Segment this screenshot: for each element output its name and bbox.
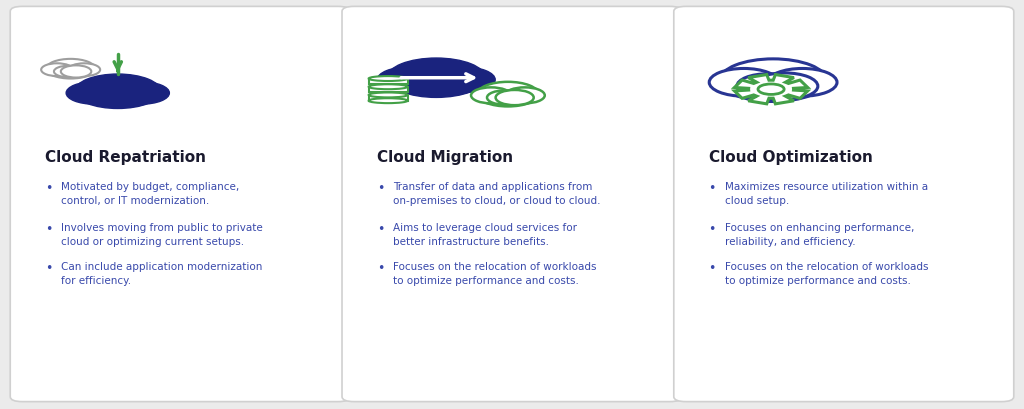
Circle shape	[417, 72, 477, 96]
Ellipse shape	[369, 77, 408, 82]
Circle shape	[41, 64, 73, 77]
Circle shape	[387, 59, 485, 98]
FancyBboxPatch shape	[342, 7, 682, 402]
Text: Can include application modernization
for efficiency.: Can include application modernization fo…	[61, 262, 263, 285]
Circle shape	[768, 69, 837, 97]
Text: •: •	[377, 182, 384, 195]
Circle shape	[758, 85, 784, 95]
Text: •: •	[45, 223, 52, 236]
Circle shape	[487, 91, 522, 106]
Circle shape	[496, 91, 534, 106]
Ellipse shape	[369, 93, 408, 98]
Text: Focuses on the relocation of workloads
to optimize performance and costs.: Focuses on the relocation of workloads t…	[725, 262, 929, 285]
Text: •: •	[709, 182, 716, 195]
Circle shape	[737, 74, 799, 99]
Circle shape	[75, 75, 161, 109]
Circle shape	[100, 86, 154, 108]
Text: •: •	[377, 223, 384, 236]
Circle shape	[54, 67, 83, 78]
Bar	[369, 88, 408, 93]
Circle shape	[752, 74, 818, 100]
Circle shape	[60, 66, 91, 79]
Ellipse shape	[369, 85, 408, 90]
Polygon shape	[734, 75, 808, 105]
Text: Focuses on the relocation of workloads
to optimize performance and costs.: Focuses on the relocation of workloads t…	[393, 262, 597, 285]
Text: Involves moving from public to private
cloud or optimizing current setups.: Involves moving from public to private c…	[61, 223, 263, 247]
Text: Cloud Migration: Cloud Migration	[377, 149, 513, 164]
Text: Motivated by budget, compliance,
control, or IT modernization.: Motivated by budget, compliance, control…	[61, 182, 240, 206]
Circle shape	[505, 88, 545, 104]
Bar	[369, 96, 408, 101]
Circle shape	[114, 83, 169, 105]
Text: Aims to leverage cloud services for
better infrastructure benefits.: Aims to leverage cloud services for bett…	[393, 223, 578, 247]
Text: •: •	[377, 262, 384, 275]
Bar	[369, 79, 408, 85]
Text: •: •	[45, 182, 52, 195]
Circle shape	[431, 68, 496, 93]
Circle shape	[471, 88, 511, 104]
Circle shape	[402, 73, 460, 95]
Circle shape	[88, 87, 138, 107]
Circle shape	[69, 64, 100, 77]
Text: Cloud Optimization: Cloud Optimization	[709, 149, 872, 164]
FancyBboxPatch shape	[10, 7, 350, 402]
Text: Cloud Repatriation: Cloud Repatriation	[45, 149, 206, 164]
Text: Transfer of data and applications from
on-premises to cloud, or cloud to cloud.: Transfer of data and applications from o…	[393, 182, 601, 206]
Text: Maximizes resource utilization within a
cloud setup.: Maximizes resource utilization within a …	[725, 182, 928, 206]
Text: Focuses on enhancing performance,
reliability, and efficiency.: Focuses on enhancing performance, reliab…	[725, 223, 914, 247]
Ellipse shape	[369, 99, 408, 104]
Text: •: •	[709, 262, 716, 275]
Circle shape	[67, 83, 122, 105]
Circle shape	[720, 60, 826, 102]
Circle shape	[377, 68, 441, 93]
Text: •: •	[709, 223, 716, 236]
FancyBboxPatch shape	[674, 7, 1014, 402]
Circle shape	[710, 69, 778, 97]
Circle shape	[477, 83, 539, 107]
Circle shape	[46, 60, 95, 79]
Text: •: •	[45, 262, 52, 275]
